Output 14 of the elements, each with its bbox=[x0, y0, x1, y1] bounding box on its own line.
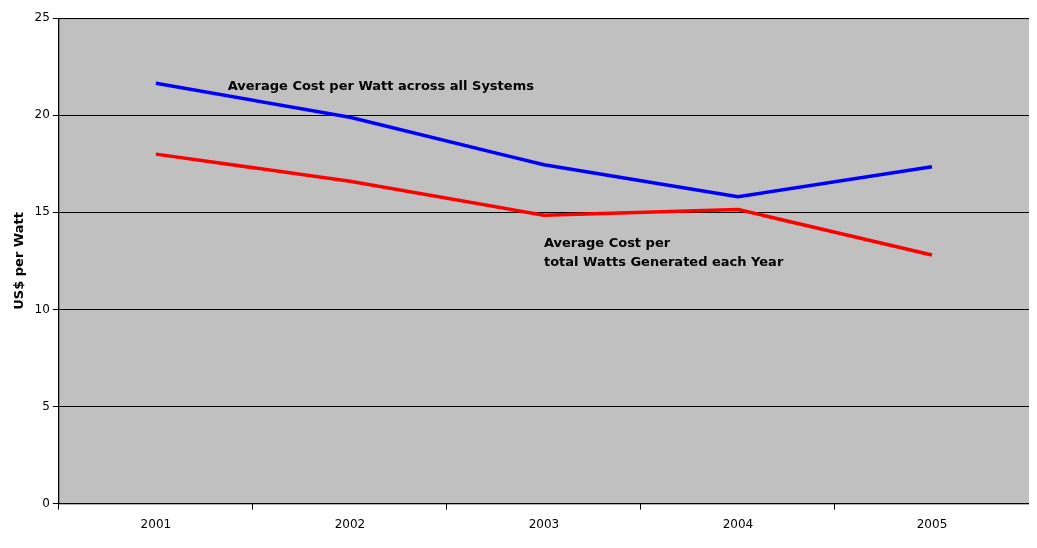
y-tick-label: 20 bbox=[34, 107, 50, 122]
y-tick-label: 5 bbox=[42, 398, 50, 413]
x-tick-label: 2005 bbox=[916, 516, 948, 531]
y-tick-label: 15 bbox=[34, 204, 50, 219]
y-axis-title: US$ per Watt bbox=[11, 212, 27, 310]
x-tick-label: 2001 bbox=[140, 516, 172, 531]
series-label: Average Cost per total Watts Generated each Year bbox=[543, 235, 784, 270]
series-label: Average Cost per Watt across all Systems bbox=[227, 77, 535, 93]
y-tick-label: 0 bbox=[42, 495, 50, 510]
y-tick-label: 10 bbox=[34, 301, 50, 316]
x-tick-label: 2002 bbox=[334, 516, 366, 531]
x-tick-label: 2003 bbox=[528, 516, 560, 531]
x-tick-label: 2004 bbox=[722, 516, 754, 531]
y-tick-label: 25 bbox=[34, 10, 50, 25]
